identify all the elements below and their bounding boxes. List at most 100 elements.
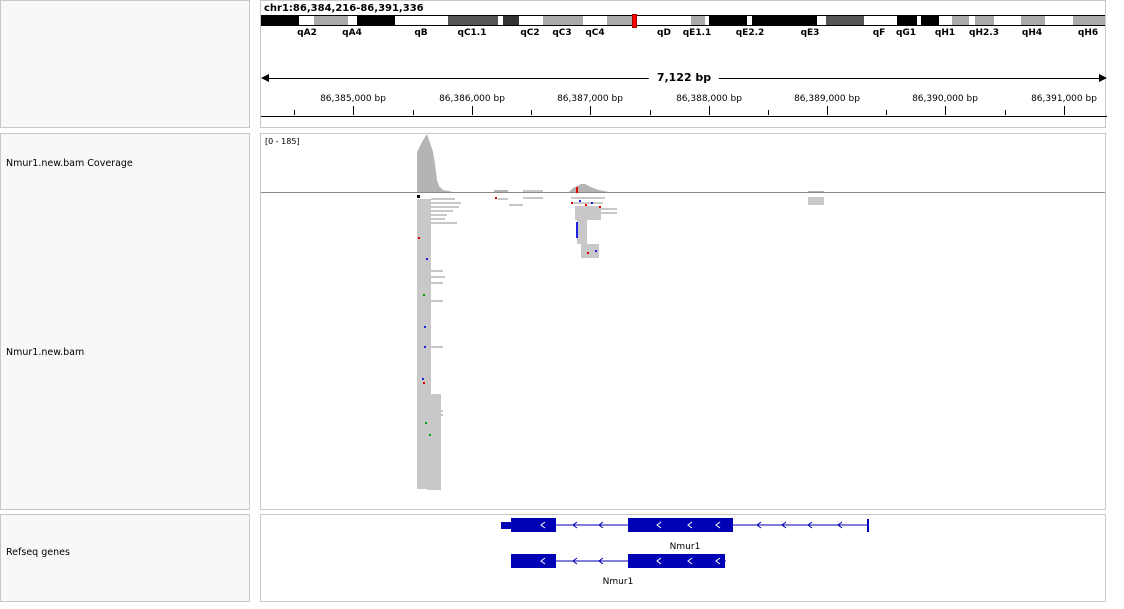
- read: [523, 197, 543, 199]
- coverage-low-3: [808, 191, 824, 192]
- exon-block: [628, 554, 725, 568]
- mismatch: [495, 197, 497, 199]
- band: [583, 15, 607, 26]
- mismatch: [579, 200, 581, 202]
- band-label: qH4: [1021, 28, 1043, 38]
- read: [431, 270, 443, 272]
- feature-name-panel: Refseq genes: [0, 514, 250, 602]
- band: [498, 15, 503, 26]
- read: [577, 220, 587, 244]
- ruler-tick-label: 86,386,000 bp: [439, 94, 505, 104]
- feature-data-panel[interactable]: Nmur1 Nmur1: [260, 514, 1106, 602]
- mismatch: [587, 252, 589, 254]
- coverage-low-2: [523, 190, 543, 192]
- coverage-low-1: [494, 190, 508, 192]
- mismatch: [576, 187, 578, 193]
- band: [1021, 15, 1045, 26]
- read: [597, 212, 617, 214]
- coverage-peak-2: [569, 184, 609, 192]
- band-label: qH2.3: [969, 28, 999, 38]
- band-label: qA4: [342, 28, 362, 38]
- read: [431, 300, 443, 302]
- ruler-tick-label: 86,387,000 bp: [557, 94, 623, 104]
- alignment-data-panel[interactable]: [0 - 185]: [260, 133, 1106, 510]
- gene-model-1: [501, 518, 869, 532]
- ruler-tick: [353, 106, 354, 115]
- strand-arrows-exon: [540, 521, 721, 529]
- band-label: qC1.1: [457, 28, 487, 38]
- ruler-tick-label: 86,385,000 bp: [320, 94, 386, 104]
- mismatch: [591, 202, 593, 204]
- chromosome-ideogram[interactable]: [261, 14, 1107, 28]
- ruler-tick: [709, 106, 710, 115]
- band: [826, 15, 864, 26]
- band-label: qB: [414, 28, 428, 38]
- band: [709, 15, 747, 26]
- ruler-baseline: [261, 116, 1107, 117]
- read: [581, 244, 599, 258]
- utr-block: [501, 522, 511, 529]
- coverage-track-label[interactable]: Nmur1.new.bam Coverage: [6, 158, 133, 169]
- band: [314, 15, 348, 26]
- band-label: qE2.2: [735, 28, 765, 38]
- header-name-panel: [0, 0, 250, 128]
- exon-block: [511, 554, 556, 568]
- read: [509, 204, 523, 206]
- mismatch: [418, 237, 420, 239]
- band-label: qH1: [934, 28, 956, 38]
- mismatch: [424, 346, 426, 348]
- ruler-minor-tick: [886, 110, 887, 115]
- band: [632, 15, 691, 26]
- mismatch: [422, 378, 424, 380]
- band: [975, 15, 994, 26]
- read: [431, 198, 455, 200]
- read: [431, 214, 447, 216]
- band-label: qG1: [895, 28, 917, 38]
- coverage-range-label: [0 - 185]: [265, 137, 300, 146]
- band-label: qA2: [297, 28, 317, 38]
- read: [417, 195, 420, 198]
- mismatch: [571, 202, 573, 204]
- strand-arrows-exon: [540, 557, 721, 565]
- band: [691, 15, 705, 26]
- band: [543, 15, 583, 26]
- mismatch: [423, 382, 425, 384]
- band-label: qE1.1: [682, 28, 712, 38]
- mismatch: [585, 204, 587, 206]
- band: [261, 15, 299, 26]
- exon-block: [628, 518, 733, 532]
- coverage-peak-1: [417, 134, 457, 192]
- mismatch: [425, 422, 427, 424]
- ruler-minor-tick: [294, 110, 295, 115]
- band-label: qC3: [552, 28, 572, 38]
- read: [431, 210, 453, 212]
- band: [448, 15, 498, 26]
- band: [817, 15, 826, 26]
- gene-name-label[interactable]: Nmur1: [669, 542, 701, 552]
- strand-arrows: [572, 557, 604, 565]
- mismatch: [595, 250, 597, 252]
- coverage-histogram[interactable]: [261, 134, 1106, 194]
- header-panel: chr1:86,384,216-86,391,336: [260, 0, 1107, 128]
- ruler-tick: [827, 106, 828, 115]
- band-label: qD: [657, 28, 671, 38]
- ruler-tick-label: 86,389,000 bp: [794, 94, 860, 104]
- current-region-marker: [632, 14, 637, 28]
- mismatch: [423, 294, 425, 296]
- strand-arrows: [572, 521, 843, 529]
- bam-track-label[interactable]: Nmur1.new.bam: [6, 347, 85, 358]
- band: [939, 15, 952, 26]
- read: [431, 206, 459, 208]
- mismatch: [426, 258, 428, 260]
- band: [503, 15, 519, 26]
- gene-name-label[interactable]: Nmur1: [602, 577, 634, 587]
- ruler-tick: [945, 106, 946, 115]
- band: [607, 15, 632, 26]
- read: [571, 197, 605, 199]
- refseq-track[interactable]: [261, 515, 1107, 595]
- band: [897, 15, 917, 26]
- ruler-tick-label: 86,391,000 bp: [1031, 94, 1097, 104]
- ruler-tick: [590, 106, 591, 115]
- refseq-track-label[interactable]: Refseq genes: [6, 547, 70, 558]
- ruler-minor-tick: [1005, 110, 1006, 115]
